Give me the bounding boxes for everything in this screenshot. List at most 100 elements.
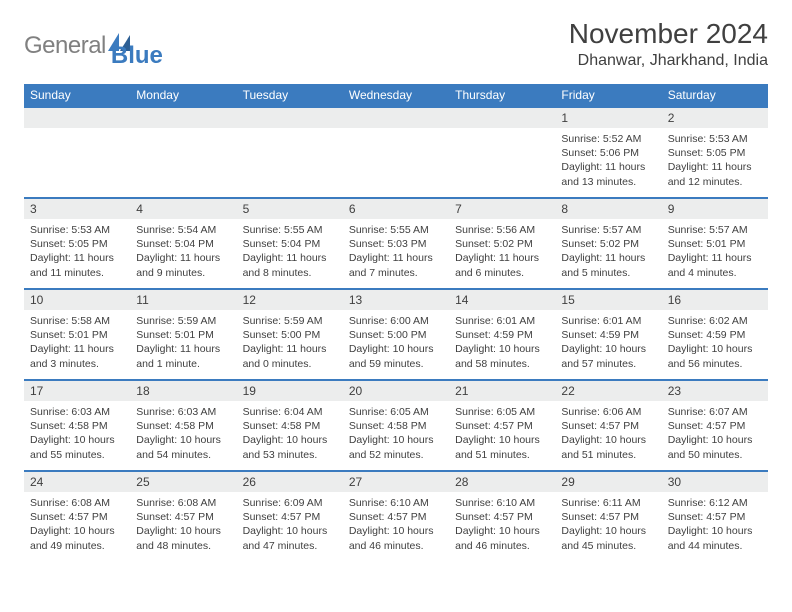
- day-detail-cell: Sunrise: 5:56 AMSunset: 5:02 PMDaylight:…: [449, 219, 555, 289]
- day-number-cell: [130, 107, 236, 128]
- day-detail-row: Sunrise: 5:58 AMSunset: 5:01 PMDaylight:…: [24, 310, 768, 380]
- day1-text: Daylight: 11 hours: [136, 342, 230, 356]
- sunrise-text: Sunrise: 5:53 AM: [668, 132, 762, 146]
- day-detail-cell: Sunrise: 6:02 AMSunset: 4:59 PMDaylight:…: [662, 310, 768, 380]
- sunrise-text: Sunrise: 5:59 AM: [136, 314, 230, 328]
- day2-text: and 13 minutes.: [561, 175, 655, 189]
- sunrise-text: Sunrise: 6:04 AM: [243, 405, 337, 419]
- day-detail-cell: Sunrise: 5:57 AMSunset: 5:02 PMDaylight:…: [555, 219, 661, 289]
- day-detail-cell: Sunrise: 6:01 AMSunset: 4:59 PMDaylight:…: [449, 310, 555, 380]
- day-number-cell: 5: [237, 198, 343, 219]
- sunset-text: Sunset: 4:57 PM: [668, 510, 762, 524]
- sunset-text: Sunset: 4:59 PM: [668, 328, 762, 342]
- day1-text: Daylight: 10 hours: [668, 433, 762, 447]
- sunrise-text: Sunrise: 6:00 AM: [349, 314, 443, 328]
- day2-text: and 52 minutes.: [349, 448, 443, 462]
- day-number-cell: 12: [237, 289, 343, 310]
- day-detail-cell: Sunrise: 6:10 AMSunset: 4:57 PMDaylight:…: [449, 492, 555, 562]
- day2-text: and 6 minutes.: [455, 266, 549, 280]
- day-number-cell: 6: [343, 198, 449, 219]
- sunset-text: Sunset: 5:06 PM: [561, 146, 655, 160]
- day-number-cell: 10: [24, 289, 130, 310]
- day-detail-row: Sunrise: 6:03 AMSunset: 4:58 PMDaylight:…: [24, 401, 768, 471]
- sunrise-text: Sunrise: 6:08 AM: [30, 496, 124, 510]
- day-header: Friday: [555, 84, 661, 107]
- day2-text: and 49 minutes.: [30, 539, 124, 553]
- sunset-text: Sunset: 5:02 PM: [561, 237, 655, 251]
- day1-text: Daylight: 11 hours: [561, 251, 655, 265]
- day2-text: and 59 minutes.: [349, 357, 443, 371]
- day-detail-cell: Sunrise: 6:12 AMSunset: 4:57 PMDaylight:…: [662, 492, 768, 562]
- day-detail-cell: [24, 128, 130, 198]
- day-detail-cell: Sunrise: 6:03 AMSunset: 4:58 PMDaylight:…: [130, 401, 236, 471]
- day2-text: and 3 minutes.: [30, 357, 124, 371]
- day1-text: Daylight: 10 hours: [455, 433, 549, 447]
- sunset-text: Sunset: 5:00 PM: [349, 328, 443, 342]
- day-detail-cell: Sunrise: 5:59 AMSunset: 5:00 PMDaylight:…: [237, 310, 343, 380]
- day-detail-cell: Sunrise: 6:07 AMSunset: 4:57 PMDaylight:…: [662, 401, 768, 471]
- day2-text: and 55 minutes.: [30, 448, 124, 462]
- day2-text: and 48 minutes.: [136, 539, 230, 553]
- sunrise-text: Sunrise: 6:01 AM: [455, 314, 549, 328]
- day2-text: and 8 minutes.: [243, 266, 337, 280]
- sunrise-text: Sunrise: 6:03 AM: [30, 405, 124, 419]
- day1-text: Daylight: 11 hours: [349, 251, 443, 265]
- day-detail-cell: Sunrise: 6:06 AMSunset: 4:57 PMDaylight:…: [555, 401, 661, 471]
- day-number-cell: 11: [130, 289, 236, 310]
- sunset-text: Sunset: 5:01 PM: [668, 237, 762, 251]
- sunset-text: Sunset: 4:57 PM: [243, 510, 337, 524]
- day2-text: and 11 minutes.: [30, 266, 124, 280]
- sunset-text: Sunset: 4:59 PM: [455, 328, 549, 342]
- sunset-text: Sunset: 4:58 PM: [30, 419, 124, 433]
- day1-text: Daylight: 10 hours: [243, 524, 337, 538]
- day2-text: and 57 minutes.: [561, 357, 655, 371]
- day-detail-cell: Sunrise: 6:04 AMSunset: 4:58 PMDaylight:…: [237, 401, 343, 471]
- day-detail-cell: Sunrise: 6:09 AMSunset: 4:57 PMDaylight:…: [237, 492, 343, 562]
- day-detail-cell: [343, 128, 449, 198]
- day-number-cell: 27: [343, 471, 449, 492]
- day-number-row: 24252627282930: [24, 471, 768, 492]
- day1-text: Daylight: 11 hours: [30, 251, 124, 265]
- day-detail-cell: Sunrise: 5:53 AMSunset: 5:05 PMDaylight:…: [662, 128, 768, 198]
- brand-text-gray: General: [24, 32, 106, 60]
- day2-text: and 12 minutes.: [668, 175, 762, 189]
- day2-text: and 53 minutes.: [243, 448, 337, 462]
- day1-text: Daylight: 10 hours: [561, 342, 655, 356]
- day-number-cell: [24, 107, 130, 128]
- day1-text: Daylight: 10 hours: [349, 342, 443, 356]
- sunrise-text: Sunrise: 6:11 AM: [561, 496, 655, 510]
- sunrise-text: Sunrise: 6:07 AM: [668, 405, 762, 419]
- sunset-text: Sunset: 4:58 PM: [243, 419, 337, 433]
- sunrise-text: Sunrise: 6:09 AM: [243, 496, 337, 510]
- sunrise-text: Sunrise: 6:12 AM: [668, 496, 762, 510]
- day-number-cell: 16: [662, 289, 768, 310]
- day-number-cell: 25: [130, 471, 236, 492]
- day-number-cell: 23: [662, 380, 768, 401]
- day-detail-cell: Sunrise: 6:01 AMSunset: 4:59 PMDaylight:…: [555, 310, 661, 380]
- sunrise-text: Sunrise: 6:10 AM: [349, 496, 443, 510]
- sunrise-text: Sunrise: 5:55 AM: [349, 223, 443, 237]
- brand-logo: General Blue: [24, 18, 163, 70]
- day-header: Tuesday: [237, 84, 343, 107]
- sunset-text: Sunset: 4:59 PM: [561, 328, 655, 342]
- day2-text: and 46 minutes.: [455, 539, 549, 553]
- day1-text: Daylight: 10 hours: [349, 433, 443, 447]
- sunrise-text: Sunrise: 6:05 AM: [349, 405, 443, 419]
- day1-text: Daylight: 11 hours: [561, 160, 655, 174]
- day-detail-cell: Sunrise: 5:53 AMSunset: 5:05 PMDaylight:…: [24, 219, 130, 289]
- sunrise-text: Sunrise: 6:10 AM: [455, 496, 549, 510]
- sunset-text: Sunset: 4:57 PM: [136, 510, 230, 524]
- sunrise-text: Sunrise: 5:59 AM: [243, 314, 337, 328]
- day1-text: Daylight: 10 hours: [30, 524, 124, 538]
- day1-text: Daylight: 10 hours: [243, 433, 337, 447]
- day-detail-cell: [449, 128, 555, 198]
- day2-text: and 46 minutes.: [349, 539, 443, 553]
- sunset-text: Sunset: 4:58 PM: [349, 419, 443, 433]
- day-detail-cell: Sunrise: 5:57 AMSunset: 5:01 PMDaylight:…: [662, 219, 768, 289]
- sunrise-text: Sunrise: 6:05 AM: [455, 405, 549, 419]
- sunrise-text: Sunrise: 6:01 AM: [561, 314, 655, 328]
- day-detail-cell: Sunrise: 5:55 AMSunset: 5:04 PMDaylight:…: [237, 219, 343, 289]
- day2-text: and 51 minutes.: [561, 448, 655, 462]
- day-number-row: 10111213141516: [24, 289, 768, 310]
- day1-text: Daylight: 11 hours: [455, 251, 549, 265]
